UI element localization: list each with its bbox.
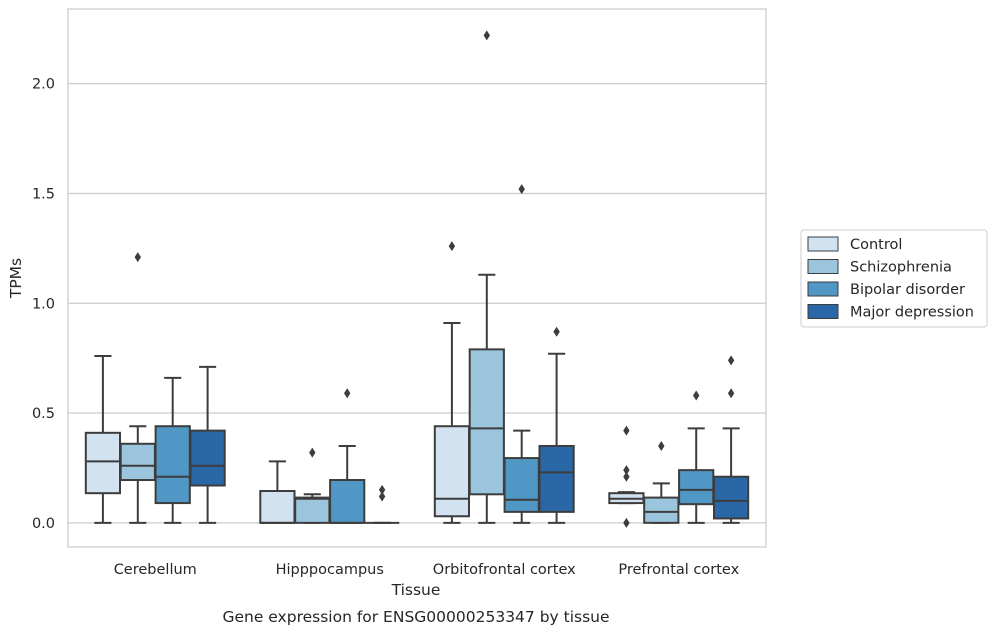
- y-tick-label: 1.5: [32, 186, 55, 202]
- box-group: [433, 241, 471, 524]
- legend-label: Bipolar disorder: [850, 282, 965, 298]
- y-axis-label: TPMs: [7, 258, 25, 299]
- outlier-point: [518, 184, 525, 195]
- outlier-point: [623, 425, 630, 436]
- outlier-point: [448, 241, 456, 252]
- legend-label: Schizophrenia: [850, 260, 952, 276]
- box-group: [329, 388, 366, 524]
- box-group: [364, 484, 400, 524]
- outlier-point: [309, 447, 316, 458]
- x-axis-label: Tissue: [391, 581, 441, 599]
- outlier-point: [727, 388, 735, 399]
- box-iqr: [678, 469, 715, 506]
- box-group: [503, 184, 540, 524]
- outlier-point: [623, 517, 630, 528]
- box-iqr: [154, 425, 191, 505]
- outlier-point: [483, 30, 490, 41]
- box-group: [678, 390, 715, 524]
- box-iqr: [712, 475, 750, 520]
- outlier-point: [378, 484, 386, 495]
- box-iqr: [538, 444, 575, 513]
- box-iqr: [119, 442, 156, 482]
- box-group: [189, 365, 226, 524]
- boxes: [84, 30, 750, 528]
- outlier-point: [727, 355, 735, 366]
- outlier-point: [378, 491, 386, 502]
- box-group: [468, 30, 505, 524]
- legend-swatch: [807, 236, 839, 252]
- y-tick-label: 0.5: [32, 406, 55, 422]
- box-iqr: [468, 348, 505, 496]
- legend-frame: [800, 229, 988, 328]
- box-iqr: [84, 431, 122, 495]
- y-tick-labels: 0.0 0.5 1.0 1.5 2.0: [32, 77, 55, 532]
- legend: Control Schizophrenia Bipolar disorder Majo…: [800, 229, 988, 328]
- box-iqr: [503, 457, 540, 513]
- figure-caption: Gene expression for ENSG00000253347 by t…: [222, 608, 609, 626]
- legend-swatch: [807, 259, 839, 274]
- outlier-point: [623, 471, 630, 482]
- box-group: [84, 354, 122, 524]
- box-group: [538, 326, 575, 524]
- y-tick-label: 1.0: [32, 296, 55, 312]
- box-group: [643, 440, 680, 524]
- box-group: [119, 252, 156, 524]
- outlier-point: [344, 388, 351, 399]
- box-iqr: [643, 496, 680, 524]
- box-iqr: [189, 429, 226, 487]
- outlier-point: [623, 465, 630, 476]
- y-tick-label: 2.0: [32, 77, 55, 93]
- box-group: [154, 376, 191, 524]
- x-tick-label: Cerebellum: [114, 562, 197, 578]
- box-group: [294, 447, 331, 524]
- box-iqr: [433, 425, 471, 518]
- x-tick-labels: Cerebellum Hipppocampus Orbitofrontal cort…: [114, 562, 740, 578]
- box-iqr: [294, 496, 331, 524]
- legend-swatch: [807, 281, 839, 297]
- box-group: [712, 355, 750, 524]
- box-group: [259, 460, 296, 524]
- box-iqr: [329, 479, 366, 524]
- plot-area-frame: [67, 8, 767, 548]
- outlier-point: [134, 252, 141, 263]
- outlier-point: [693, 390, 700, 401]
- outlier-point: [658, 440, 665, 451]
- x-tick-label: Prefrontal cortex: [618, 562, 739, 578]
- y-tick-label: 0.0: [32, 516, 55, 532]
- legend-label: Control: [850, 237, 902, 253]
- outlier-point: [553, 326, 560, 337]
- box-iqr: [259, 490, 296, 524]
- x-tick-label: Hipppocampus: [276, 562, 384, 578]
- legend-label: Major depression: [850, 305, 974, 321]
- legend-swatch: [807, 304, 839, 319]
- x-tick-label: Orbitofrontal cortex: [433, 562, 576, 578]
- box-group: [608, 425, 645, 528]
